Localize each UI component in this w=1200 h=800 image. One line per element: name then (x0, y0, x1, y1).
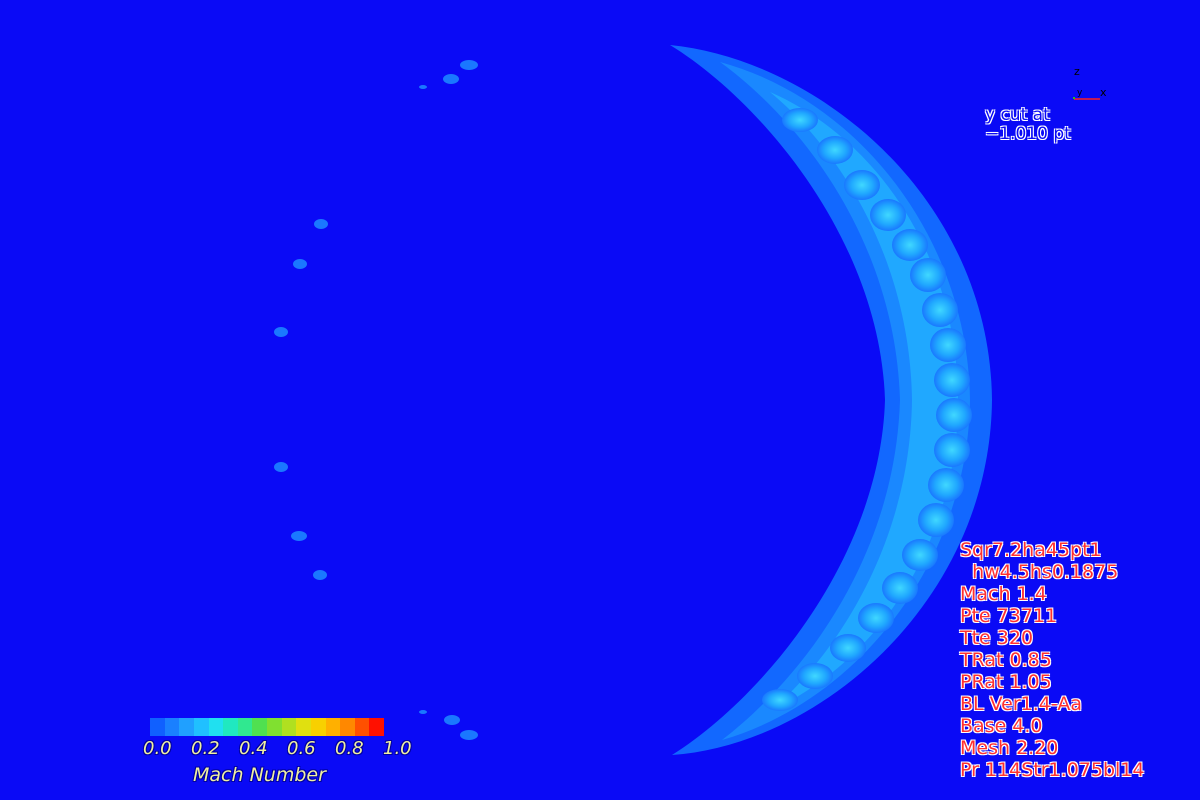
colorbar (150, 718, 384, 736)
parameter-line: Mesh 2.20 (960, 737, 1059, 759)
colorbar-segment (193, 718, 209, 736)
shock-cells (762, 108, 972, 711)
colorbar-segment (340, 718, 355, 736)
cut-label-line1: y cut at (985, 105, 1050, 125)
colorbar-tick-label: 0.6 (287, 738, 316, 759)
colorbar-tick-label: 0.4 (239, 738, 268, 759)
colorbar-segment (325, 718, 341, 736)
parameter-line: TRat 0.85 (960, 649, 1052, 671)
colorbar-segment (252, 718, 267, 736)
colorbar-segment (164, 718, 180, 736)
parameter-line: Tte 320 (960, 627, 1034, 649)
axis-z-label: z (1074, 65, 1080, 78)
cut-plane-label: y cut at −1.010 pt (985, 106, 1071, 144)
parameter-line: Base 4.0 (960, 715, 1043, 737)
colorbar-segment (369, 718, 384, 736)
colorbar-segment (179, 718, 194, 736)
colorbar-segment (354, 718, 370, 736)
colorbar-tick-label: 0.8 (335, 738, 364, 759)
cut-label-line2: −1.010 pt (985, 124, 1071, 144)
colorbar-segment (310, 718, 326, 736)
colorbar-segment (296, 718, 311, 736)
colorbar-title: Mach Number (193, 764, 326, 786)
colorbar-segment (223, 718, 238, 736)
parameter-line: BL Ver1.4-Aa (960, 693, 1082, 715)
parameter-line: PRat 1.05 (960, 671, 1052, 693)
orientation-axes: z y x (1073, 65, 1107, 100)
simulation-parameters: Sqr7.2ha45pt1 hw4.5hs0.1875 Mach 1.4 Pte 7… (960, 539, 1144, 781)
parameter-line: hw4.5hs0.1875 (960, 561, 1119, 583)
jet-spots (274, 60, 478, 740)
colorbar-tick-label: 0.0 (143, 738, 172, 759)
parameter-line: Sqr7.2ha45pt1 (960, 539, 1102, 561)
colorbar-segment (150, 718, 165, 736)
colorbar-segment (237, 718, 253, 736)
colorbar-tick-label: 1.0 (383, 738, 412, 759)
parameter-line: Pr 114Str1.075bl14 (960, 759, 1145, 781)
colorbar-segment (281, 718, 297, 736)
colorbar-tick-label: 0.2 (191, 738, 220, 759)
axis-y-label: y (1077, 88, 1083, 98)
colorbar-segment (267, 718, 282, 736)
parameter-line: Mach 1.4 (960, 583, 1047, 605)
colorbar-ticks: 0.0 0.2 0.4 0.6 0.8 1.0 (143, 738, 423, 760)
colorbar-segment (208, 718, 224, 736)
parameter-line: Pte 73711 (960, 605, 1058, 627)
axis-x-label: x (1100, 86, 1107, 99)
